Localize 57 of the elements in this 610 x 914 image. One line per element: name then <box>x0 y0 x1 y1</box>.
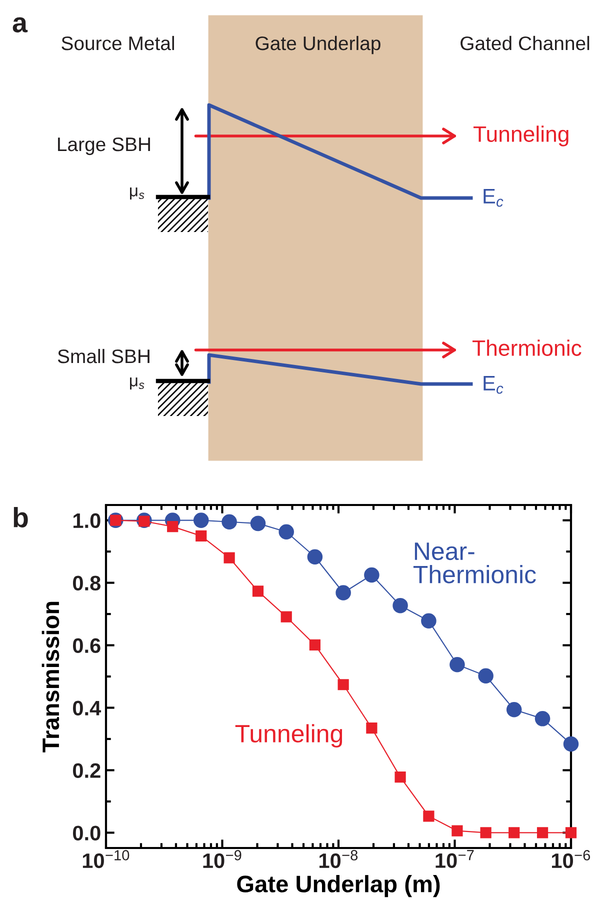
text: Small SBH <box>58 348 150 364</box>
point <box>478 668 494 684</box>
point <box>196 530 207 542</box>
point <box>423 810 434 822</box>
text: E$_{c}$ <box>484 189 504 207</box>
point <box>452 825 463 836</box>
y-tick-label: 0.8 <box>73 576 101 591</box>
point <box>167 521 178 532</box>
point <box>309 639 320 651</box>
x-tick-label: 10$^{−6}$ <box>552 850 590 868</box>
source-note: Source Metal <box>62 36 174 50</box>
text: Gate Underlap <box>256 36 380 54</box>
point <box>565 827 577 838</box>
text: Gated Channel <box>460 36 590 50</box>
x-axis-title: Gate Underlap (m) <box>237 875 440 898</box>
series-label: Tunneling <box>235 724 342 748</box>
y-axis-title: Transmission <box>42 602 60 752</box>
point <box>224 552 235 564</box>
text: Thermionic <box>472 340 582 356</box>
point <box>392 598 408 614</box>
point <box>536 827 548 838</box>
point <box>450 656 465 672</box>
x-tick-label: 10$^{−9}$ <box>203 850 242 868</box>
point <box>252 586 264 597</box>
y-tick-label: 1.0 <box>73 513 100 528</box>
text: Tunneling <box>474 126 568 146</box>
point <box>278 524 294 540</box>
point <box>506 702 522 718</box>
point <box>563 736 579 752</box>
point <box>364 567 380 583</box>
point <box>222 514 237 530</box>
point <box>508 827 520 838</box>
point <box>480 827 492 838</box>
y-tick-label: 0.2 <box>73 763 100 778</box>
text: a <box>12 17 28 32</box>
text: μ$_{s}$ <box>130 377 144 390</box>
point <box>193 512 209 528</box>
series-label: Near- Thermionic <box>413 542 536 584</box>
point <box>307 549 323 564</box>
point <box>421 613 436 629</box>
y-tick-label: 0.0 <box>73 826 100 840</box>
x-tick-label: 10$^{−8}$ <box>320 850 358 868</box>
point <box>280 611 292 622</box>
point <box>534 711 550 726</box>
text: Large SBH <box>58 137 150 156</box>
point <box>338 679 349 690</box>
text: E$_{c}$ <box>484 376 504 394</box>
point <box>394 772 406 783</box>
text: μ$_{s}$ <box>130 187 144 200</box>
x-tick-label: 10$^{−10}$ <box>82 850 130 868</box>
x-tick-label: 10$^{−7}$ <box>436 850 474 868</box>
y-tick-label: 0.6 <box>73 638 100 654</box>
text: b <box>14 507 28 528</box>
point <box>250 516 266 532</box>
point <box>366 722 378 734</box>
y-tick-label: 0.4 <box>73 700 102 716</box>
point <box>336 585 351 600</box>
